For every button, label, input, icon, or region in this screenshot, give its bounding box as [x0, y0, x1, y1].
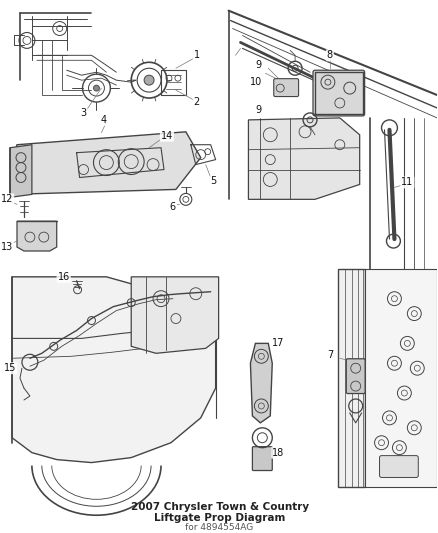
- Text: 2: 2: [194, 97, 200, 107]
- FancyBboxPatch shape: [346, 359, 365, 393]
- Text: Liftgate Prop Diagram: Liftgate Prop Diagram: [154, 513, 285, 523]
- Text: 14: 14: [161, 131, 173, 141]
- Text: for 4894554AG: for 4894554AG: [186, 523, 254, 531]
- FancyBboxPatch shape: [252, 447, 272, 471]
- Polygon shape: [12, 132, 201, 195]
- Polygon shape: [338, 269, 365, 487]
- Text: 18: 18: [272, 448, 284, 458]
- Text: 15: 15: [4, 363, 16, 373]
- Text: 9: 9: [255, 105, 261, 115]
- Text: 3: 3: [81, 108, 87, 118]
- Text: 9: 9: [255, 60, 261, 70]
- Text: 10: 10: [250, 77, 262, 87]
- Circle shape: [93, 85, 99, 91]
- Text: 11: 11: [401, 177, 413, 188]
- Text: 7: 7: [327, 350, 333, 360]
- Text: 1: 1: [194, 50, 200, 60]
- Polygon shape: [131, 277, 219, 353]
- Polygon shape: [17, 221, 57, 251]
- Text: 2007 Chrysler Town & Country: 2007 Chrysler Town & Country: [131, 502, 309, 512]
- Circle shape: [144, 75, 154, 85]
- Polygon shape: [12, 277, 215, 463]
- Polygon shape: [251, 343, 272, 423]
- Polygon shape: [365, 269, 437, 487]
- FancyBboxPatch shape: [313, 70, 365, 116]
- FancyBboxPatch shape: [274, 79, 299, 96]
- Text: 8: 8: [327, 50, 333, 60]
- Polygon shape: [10, 145, 32, 197]
- FancyBboxPatch shape: [380, 456, 418, 478]
- Text: 13: 13: [1, 242, 13, 252]
- Polygon shape: [248, 118, 360, 199]
- Text: 16: 16: [57, 272, 70, 282]
- Text: 5: 5: [211, 176, 217, 187]
- Text: 4: 4: [100, 115, 106, 125]
- Text: 6: 6: [170, 203, 176, 212]
- Text: 17: 17: [272, 338, 284, 349]
- Text: 12: 12: [1, 195, 13, 204]
